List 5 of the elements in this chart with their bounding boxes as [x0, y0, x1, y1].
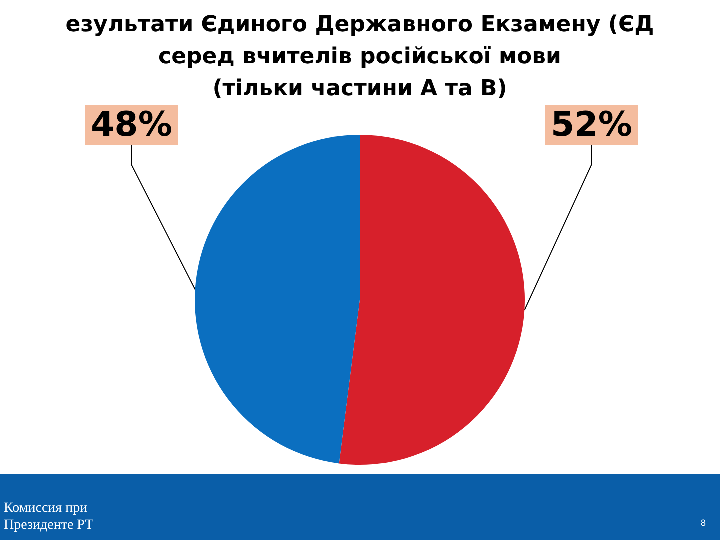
- chart-title: езультати Єдиного Державного Екзамену (ЄД серед вчителів російської мови (тільки частини А та В): [66, 12, 654, 102]
- text: 8: [700, 518, 706, 528]
- data-label: 48%: [91, 105, 172, 145]
- text: Комиссия при Президенте РТ: [4, 500, 94, 534]
- data-label: 52%: [551, 105, 632, 145]
